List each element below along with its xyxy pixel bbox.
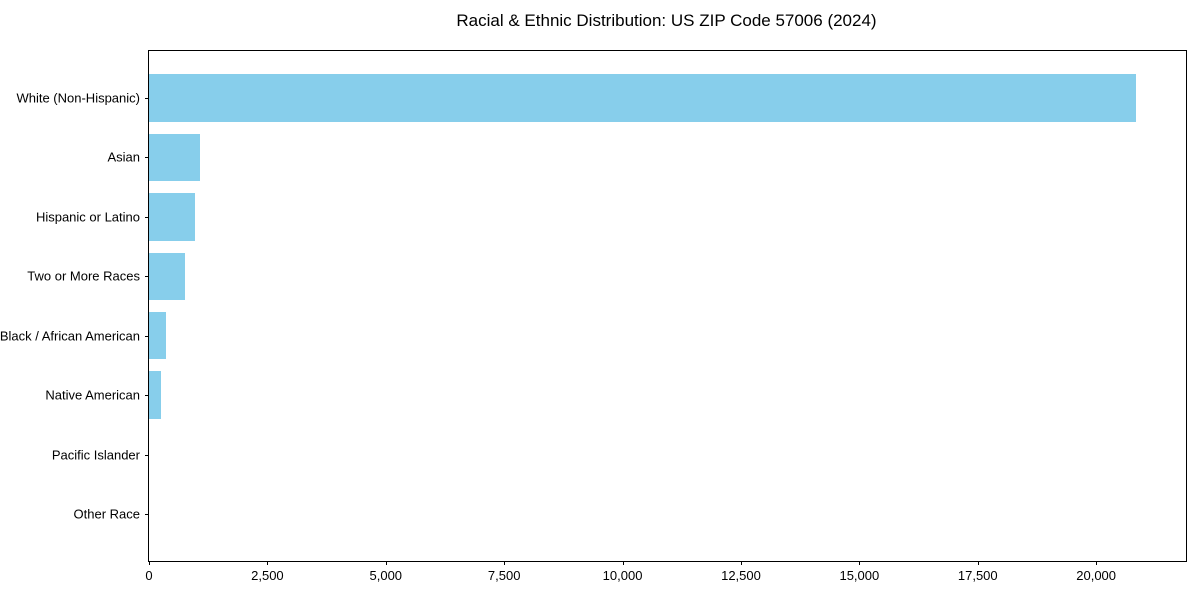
chart-title: Racial & Ethnic Distribution: US ZIP Cod… (456, 11, 877, 30)
y-tick-mark (145, 97, 149, 99)
bar (149, 311, 166, 360)
y-tick-label: Black / African American (0, 328, 140, 344)
x-tick-mark (740, 561, 742, 565)
y-tick-label: Native American (45, 387, 140, 403)
y-tick-mark (145, 454, 149, 456)
y-tick-mark (145, 514, 149, 516)
plot-area: White (Non-Hispanic) Asian Hispanic or Lat… (0, 50, 1187, 583)
x-tick-mark (859, 561, 861, 565)
x-tick-mark (1096, 561, 1098, 565)
x-tick-label: 15,000 (839, 568, 880, 583)
y-tick-mark (145, 335, 149, 337)
y-tick-label: Asian (107, 149, 140, 165)
x-tick-label: 12,500 (721, 568, 761, 583)
x-tick-mark (622, 561, 624, 565)
y-tick-mark (145, 216, 149, 218)
x-tick-mark (977, 561, 979, 565)
x-tick-mark (385, 561, 387, 565)
y-tick-mark (145, 276, 149, 278)
x-tick-mark (267, 561, 269, 565)
x-tick-label: 10,000 (602, 568, 643, 583)
y-tick-label: Two or More Races (27, 268, 140, 284)
bar (149, 74, 1136, 122)
bar (149, 193, 195, 241)
y-tick-mark (145, 157, 149, 159)
x-tick-label: 0 (145, 568, 153, 583)
bar (149, 133, 201, 182)
x-tick-label: 20,000 (1076, 568, 1117, 583)
x-tick-label: 2,500 (251, 568, 284, 583)
y-tick-label: White (Non-Hispanic) (16, 90, 140, 106)
x-tick-mark (149, 561, 150, 565)
x-tick-label: 17,500 (957, 568, 998, 583)
y-tick-label: Pacific Islander (51, 447, 140, 463)
y-tick-label: Hispanic or Latino (35, 209, 140, 225)
x-tick-label: 7,500 (487, 568, 521, 583)
y-tick-mark (145, 395, 149, 397)
x-tick-label: 5,000 (369, 568, 403, 583)
bar (149, 252, 186, 301)
x-tick-mark (504, 561, 506, 565)
y-tick-label: Other Race (73, 506, 140, 522)
bar (149, 371, 161, 419)
